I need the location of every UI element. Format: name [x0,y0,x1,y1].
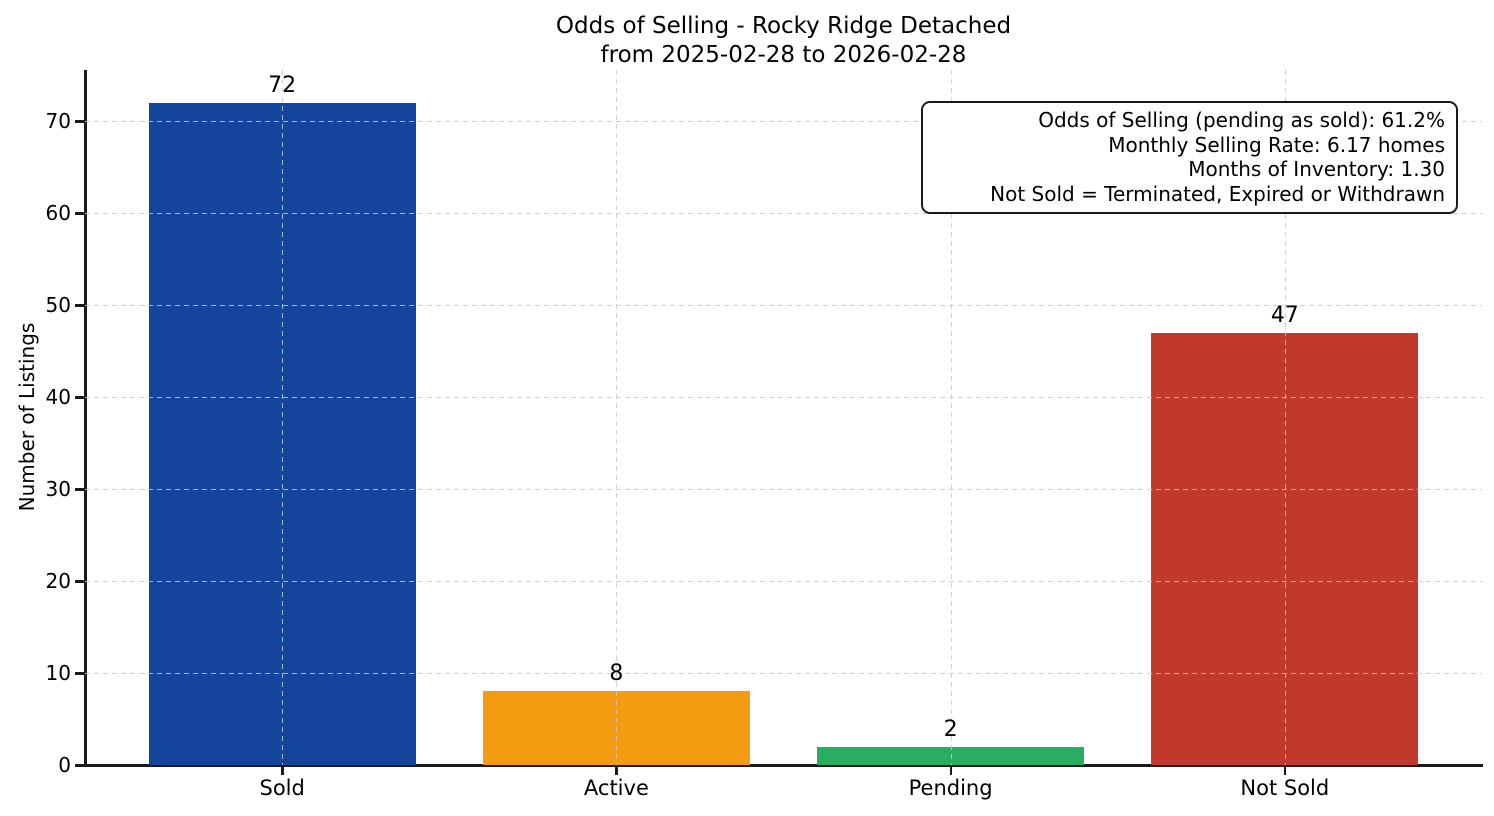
value-label-not-sold: 47 [1270,302,1299,328]
x-tick-pending [949,766,953,775]
x-axis-spine [84,764,1483,767]
x-tick-label-active: Active [583,776,649,800]
stats-annotation-box: Odds of Selling (pending as sold): 61.2%… [921,101,1458,214]
x-tick-active [615,766,618,775]
value-label-active: 8 [609,661,624,687]
y-tick-10 [75,672,84,675]
y-tick-label-0: 0 [58,753,71,777]
y-tick-label-50: 50 [45,293,71,318]
x-tick-label-sold: Sold [259,776,305,800]
y-tick-label-60: 60 [45,201,71,226]
y-tick-30 [75,488,84,491]
x-tick-sold [281,766,284,775]
y-tick-label-40: 40 [45,385,71,410]
stat-months-of-inventory: Months of Inventory: 1.30 [1188,157,1445,182]
value-label-sold: 72 [268,73,297,99]
bar-not-sold [1151,332,1419,765]
bar-active [482,691,751,765]
x-tick-not-sold [1283,766,1287,775]
y-tick-20 [75,580,84,583]
y-tick-40 [75,396,84,399]
y-axis-spine [84,70,87,767]
y-tick-70 [75,120,84,123]
y-tick-label-20: 20 [45,569,71,594]
x-tick-label-not-sold: Not Sold [1240,776,1330,800]
x-tick-label-pending: Pending [908,776,993,800]
bar-pending [816,746,1085,765]
stat-monthly-selling-rate: Monthly Selling Rate: 6.17 homes [1108,132,1445,157]
stat-not-sold-definition: Not Sold = Terminated, Expired or Withdr… [990,182,1445,207]
chart-title: Odds of Selling - Rocky Ridge Detached f… [85,12,1482,70]
stat-odds-of-selling: Odds of Selling (pending as sold): 61.2% [1038,108,1445,132]
bar-sold [148,103,416,765]
y-tick-label-30: 30 [45,477,71,502]
value-label-pending: 2 [943,716,958,742]
chart-title-line1: Odds of Selling - Rocky Ridge Detached [555,13,1012,39]
y-tick-label-10: 10 [45,661,71,686]
y-tick-0 [75,764,84,767]
y-tick-50 [75,304,84,307]
chart-title-line2: from 2025-02-28 to 2026-02-28 [600,42,967,68]
y-tick-label-70: 70 [45,109,71,134]
y-tick-60 [75,212,84,215]
